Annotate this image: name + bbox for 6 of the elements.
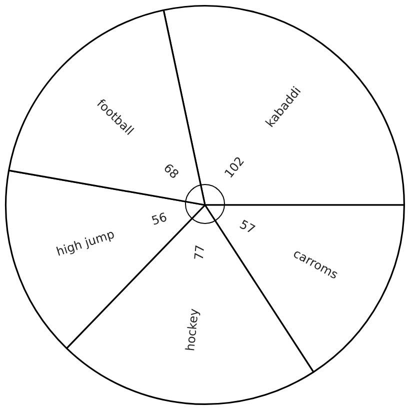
data-label: 57 (237, 217, 258, 237)
data-label: 68 (160, 160, 182, 182)
slice-label: hockey (183, 308, 202, 352)
slice-label: high jump (54, 226, 116, 259)
data-label: 56 (150, 210, 169, 228)
data-label: 77 (192, 244, 208, 261)
